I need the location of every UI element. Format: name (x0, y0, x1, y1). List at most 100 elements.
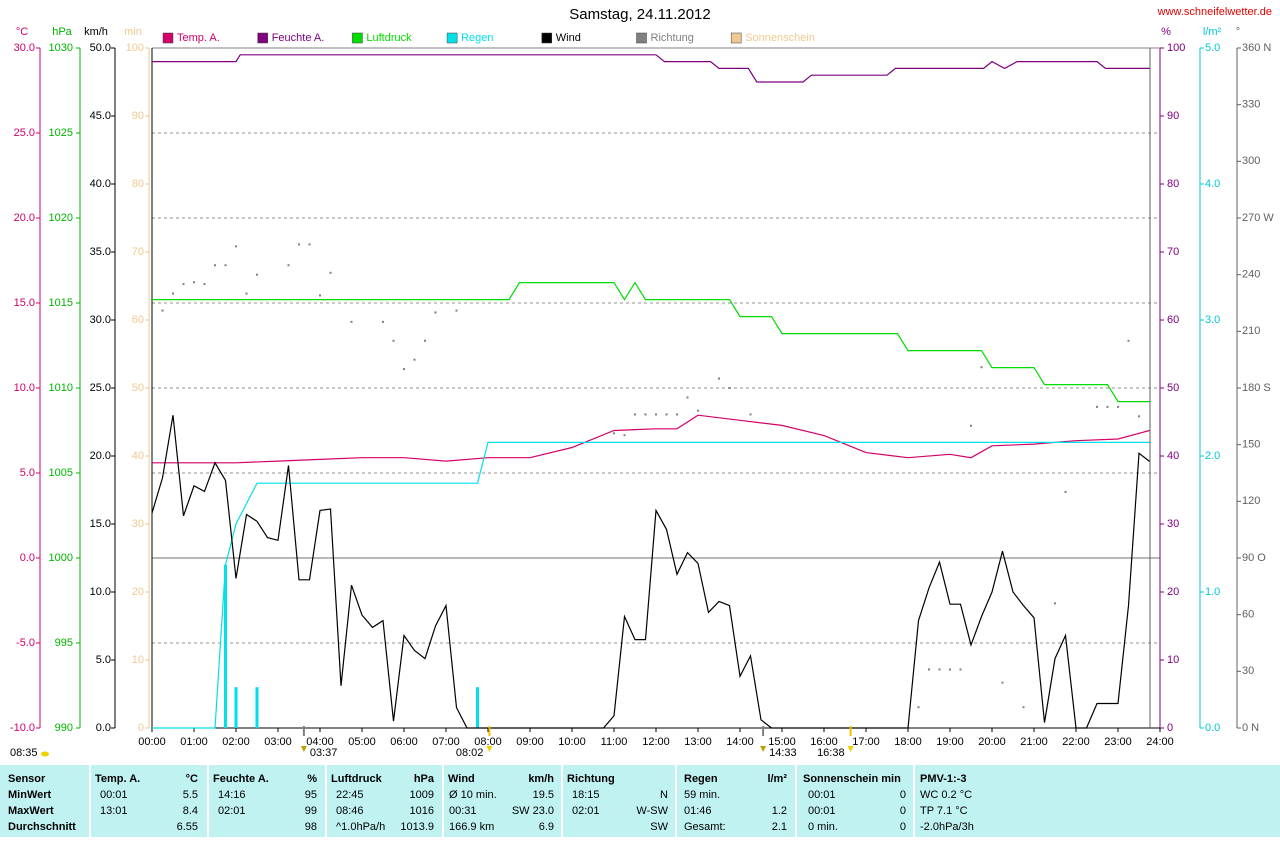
y-tick-label: 300 (1242, 155, 1260, 167)
table-header: Richtung (567, 773, 615, 785)
x-tick-label: 03:00 (264, 736, 292, 748)
y-tick-label: 1005 (49, 467, 73, 479)
table-header: Regen (684, 773, 718, 785)
x-tick-label: 24:00 (1146, 736, 1174, 748)
table-cell: 59 min. (684, 789, 720, 801)
axis-unit: km/h (84, 26, 108, 38)
direction-point (382, 320, 384, 323)
x-tick-label: 02:00 (222, 736, 250, 748)
direction-point (256, 273, 258, 276)
event-icon (300, 746, 307, 752)
y-tick-label: 20 (132, 586, 144, 598)
event-icon (486, 746, 493, 752)
x-tick-label: 09:00 (516, 736, 544, 748)
y-tick-label: 360 N (1242, 42, 1271, 54)
table-cell: ^1.0hPa/h (336, 821, 385, 833)
y-tick-label: 0 (1167, 722, 1173, 734)
table-cell: 14:16 (218, 789, 246, 801)
x-tick-label: 14:00 (726, 736, 754, 748)
y-tick-label: 0.0 (1205, 722, 1220, 734)
y-tick-label: 990 (55, 722, 73, 734)
table-cell: 6.55 (177, 821, 198, 833)
y-tick-label: 60 (1242, 609, 1254, 621)
direction-point (287, 264, 290, 267)
table-header: Sonnenschein min (803, 773, 901, 785)
x-tick-label: 10:00 (558, 736, 586, 748)
table-row-label: MaxWert (8, 805, 54, 817)
y-tick-label: 1015 (49, 297, 73, 309)
direction-point (686, 396, 689, 399)
table-cell: 19.5 (533, 789, 554, 801)
corner-note: 08:35 (10, 747, 38, 759)
y-tick-label: 150 (1242, 439, 1260, 451)
axis-unit: l/m² (1203, 26, 1222, 38)
direction-point (455, 309, 458, 312)
direction-point (1106, 405, 1109, 408)
table-header: % (307, 773, 317, 785)
y-tick-label: 0.0 (96, 722, 111, 734)
y-tick-label: 1030 (49, 42, 73, 54)
direction-point (319, 294, 321, 297)
direction-point (949, 668, 951, 671)
table-cell: 02:01 (218, 805, 246, 817)
direction-point (917, 706, 920, 709)
table-cell: 1016 (410, 805, 434, 817)
y-tick-label: 25.0 (90, 382, 111, 394)
legend-label: Richtung (651, 32, 694, 44)
direction-point (434, 311, 437, 314)
y-tick-label: 0.0 (20, 552, 35, 564)
rain-bar (224, 564, 227, 728)
direction-point (329, 271, 332, 274)
x-tick-label: 18:00 (894, 736, 922, 748)
y-tick-label: 5.0 (96, 654, 111, 666)
legend-label: Temp. A. (177, 32, 220, 44)
table-cell: 95 (305, 789, 317, 801)
table-cell: Gesamt: (684, 821, 726, 833)
direction-point (392, 339, 395, 342)
table-background (0, 765, 1280, 837)
table-cell: 02:01 (572, 805, 600, 817)
x-tick-label: 12:00 (642, 736, 670, 748)
y-tick-label: 100 (126, 42, 144, 54)
legend-swatch (257, 32, 268, 44)
direction-point (1127, 339, 1130, 342)
x-tick-label: 21:00 (1020, 736, 1048, 748)
table-header: l/m² (767, 773, 787, 785)
axis-unit: % (1161, 26, 1171, 38)
direction-point (1138, 415, 1140, 418)
y-tick-label: 15.0 (14, 297, 35, 309)
table-cell: TP 7.1 °C (920, 805, 968, 817)
y-tick-label: -10.0 (10, 722, 35, 734)
table-header: Feuchte A. (213, 773, 269, 785)
y-tick-label: 50 (132, 382, 144, 394)
y-tick-label: 70 (1167, 246, 1179, 258)
table-cell: 0 (900, 789, 906, 801)
table-cell: N (660, 789, 668, 801)
legend-swatch (541, 32, 553, 44)
y-tick-label: 30.0 (90, 314, 111, 326)
y-tick-label: 0 (138, 722, 144, 734)
y-tick-label: 5.0 (1205, 42, 1220, 54)
table-cell: W-SW (636, 805, 668, 817)
rain-bar (255, 687, 259, 728)
y-tick-label: 240 (1242, 269, 1260, 281)
y-tick-label: 10 (132, 654, 144, 666)
direction-point (1096, 405, 1098, 408)
table-row-label: MinWert (8, 789, 52, 801)
y-tick-label: 70 (132, 246, 144, 258)
table-cell: Ø 10 min. (449, 789, 497, 801)
direction-point (655, 413, 657, 416)
legend-label: Sonnenschein (745, 32, 815, 44)
x-tick-label: 07:00 (432, 736, 460, 748)
axis-unit: °C (16, 26, 28, 38)
event-label: 14:33 (769, 747, 797, 759)
y-tick-label: 210 (1242, 325, 1260, 337)
y-tick-label: 60 (1167, 314, 1179, 326)
y-tick-label: 50.0 (90, 42, 111, 54)
table-cell: 00:01 (808, 789, 836, 801)
source-url: www.schneifelwetter.de (1157, 6, 1272, 18)
direction-point (350, 320, 353, 323)
table-cell: 5.5 (183, 789, 198, 801)
direction-point (403, 368, 405, 371)
direction-point (697, 409, 699, 412)
